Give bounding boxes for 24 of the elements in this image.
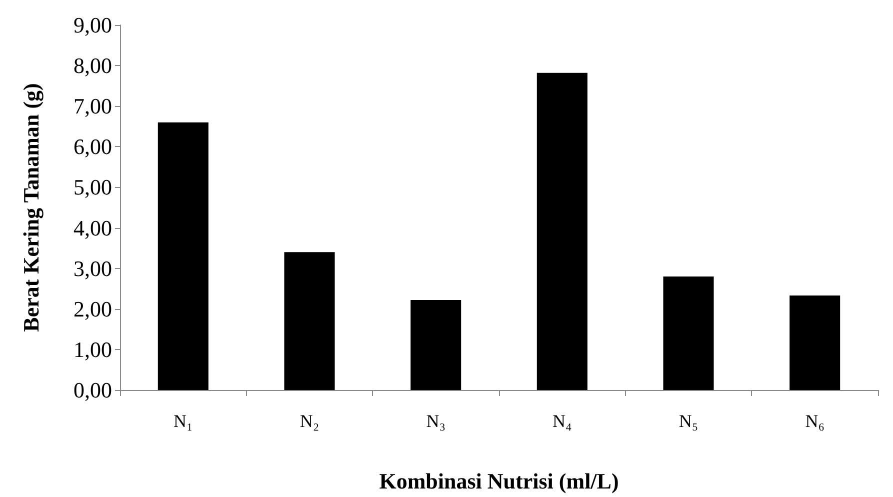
x-tick-label: N₂ (300, 411, 320, 431)
x-tick-label: N₃ (426, 411, 446, 431)
y-tick-label: 5,00 (74, 174, 112, 200)
bar (410, 300, 462, 390)
bar (790, 296, 840, 390)
bar (663, 276, 714, 390)
y-tick-label: 2,00 (74, 296, 112, 322)
y-tick-label: 8,00 (74, 53, 112, 78)
x-tick-label: N₅ (678, 411, 698, 431)
y-tick-label: 7,00 (74, 94, 112, 119)
x-tick-label: N₁ (174, 411, 193, 431)
x-tick-label: N₄ (552, 411, 572, 431)
x-axis-title: Kombinasi Nutrisi (ml/L) (379, 468, 619, 494)
y-tick-label: 9,00 (74, 12, 112, 38)
y-tick-label: 0,00 (74, 378, 112, 402)
y-tick-label: 3,00 (74, 256, 112, 281)
bar (536, 72, 588, 390)
y-tick-label: 4,00 (74, 215, 112, 240)
y-axis-title: Berat Kering Tanaman (g) (18, 83, 44, 332)
x-tick-label: N₆ (805, 411, 824, 431)
bar (158, 122, 208, 390)
y-tick-label: 6,00 (74, 134, 112, 160)
bar (284, 252, 335, 390)
y-tick-label: 1,00 (74, 336, 112, 362)
